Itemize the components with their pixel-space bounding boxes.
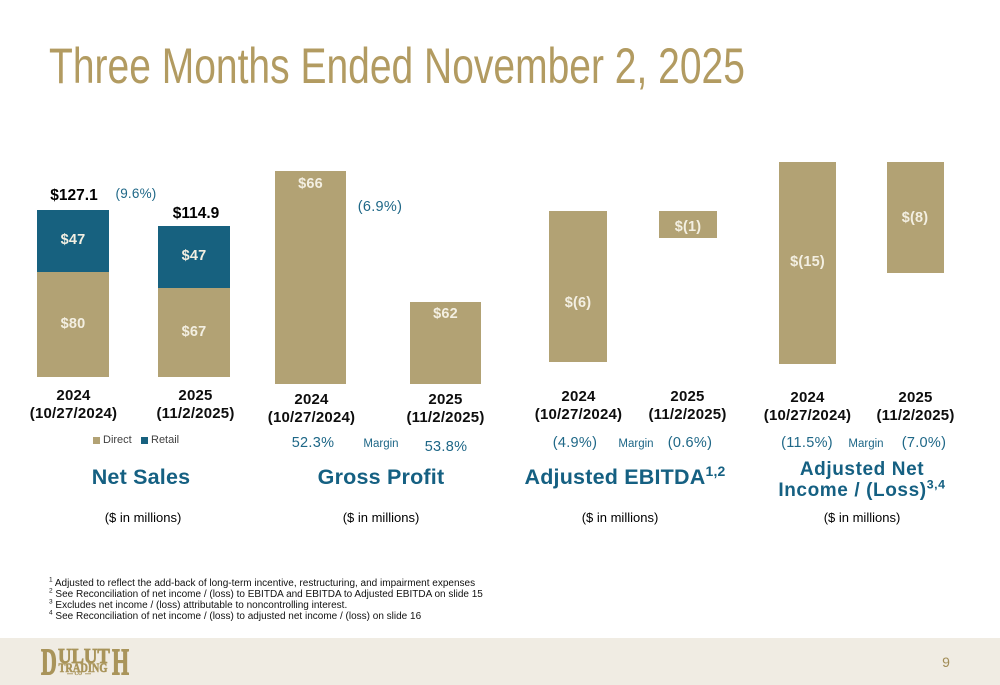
svg-text:CO: CO xyxy=(75,672,83,677)
svg-text:H: H xyxy=(112,643,129,680)
svg-text:D: D xyxy=(41,643,57,680)
svg-text:TRADING: TRADING xyxy=(59,661,108,675)
svg-text:ULUT: ULUT xyxy=(58,645,110,668)
